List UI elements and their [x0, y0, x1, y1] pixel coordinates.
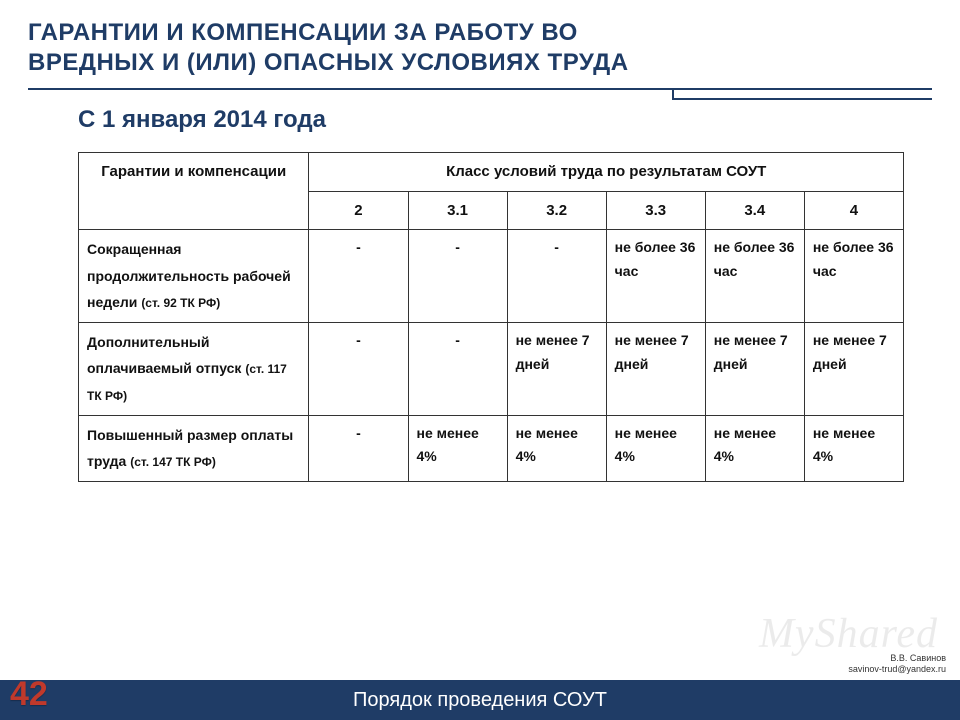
cell: не менее 7 дней — [507, 322, 606, 415]
th-guarantees: Гарантии и компенсации — [79, 153, 309, 230]
compensation-table: Гарантии и компенсации Класс условий тру… — [0, 144, 960, 482]
class-col: 2 — [309, 191, 408, 230]
cell: не менее 4% — [408, 415, 507, 481]
author-credits: В.В. Савинов savinov-trud@yandex.ru — [848, 653, 946, 676]
row-label: Дополнительный оплачиваемый отпуск (ст. … — [79, 322, 309, 415]
cell: не менее 4% — [606, 415, 705, 481]
title-line-1: ГАРАНТИИ И КОМПЕНСАЦИИ ЗА РАБОТУ ВО — [28, 19, 578, 46]
cell: не менее 4% — [507, 415, 606, 481]
cell: - — [309, 230, 408, 323]
table-row: Сокращенная продолжительность рабочей не… — [79, 230, 904, 323]
cell: - — [309, 322, 408, 415]
cell: не более 36 час — [705, 230, 804, 323]
cell: не менее 7 дней — [804, 322, 903, 415]
footer-bar: Порядок проведения СОУТ — [0, 680, 960, 720]
class-col: 3.4 — [705, 191, 804, 230]
class-col: 4 — [804, 191, 903, 230]
cell: не менее 7 дней — [606, 322, 705, 415]
class-col: 3.3 — [606, 191, 705, 230]
author-email: savinov-trud@yandex.ru — [848, 664, 946, 674]
cell: - — [408, 322, 507, 415]
title-line-2: ВРЕДНЫХ И (ИЛИ) ОПАСНЫХ УСЛОВИЯХ ТРУДА — [28, 49, 629, 76]
watermark: MyShared — [759, 610, 938, 658]
page-number: 42 — [10, 675, 48, 714]
table-row: Дополнительный оплачиваемый отпуск (ст. … — [79, 322, 904, 415]
cell: не менее 4% — [705, 415, 804, 481]
cell: - — [309, 415, 408, 481]
cell: - — [408, 230, 507, 323]
row-label: Сокращенная продолжительность рабочей не… — [79, 230, 309, 323]
slide-title: ГАРАНТИИ И КОМПЕНСАЦИИ ЗА РАБОТУ ВО ВРЕД… — [0, 0, 960, 84]
cell: - — [507, 230, 606, 323]
th-classes: Класс условий труда по результатам СОУТ — [309, 153, 904, 192]
cell: не менее 4% — [804, 415, 903, 481]
cell: не менее 7 дней — [705, 322, 804, 415]
cell: не более 36 час — [804, 230, 903, 323]
cell: не более 36 час — [606, 230, 705, 323]
footer-text: Порядок проведения СОУТ — [353, 689, 607, 711]
table-row: Повышенный размер оплаты труда (ст. 147 … — [79, 415, 904, 481]
class-col: 3.1 — [408, 191, 507, 230]
author-name: В.В. Савинов — [890, 653, 946, 663]
class-col: 3.2 — [507, 191, 606, 230]
row-label: Повышенный размер оплаты труда (ст. 147 … — [79, 415, 309, 481]
title-underline — [0, 88, 932, 90]
